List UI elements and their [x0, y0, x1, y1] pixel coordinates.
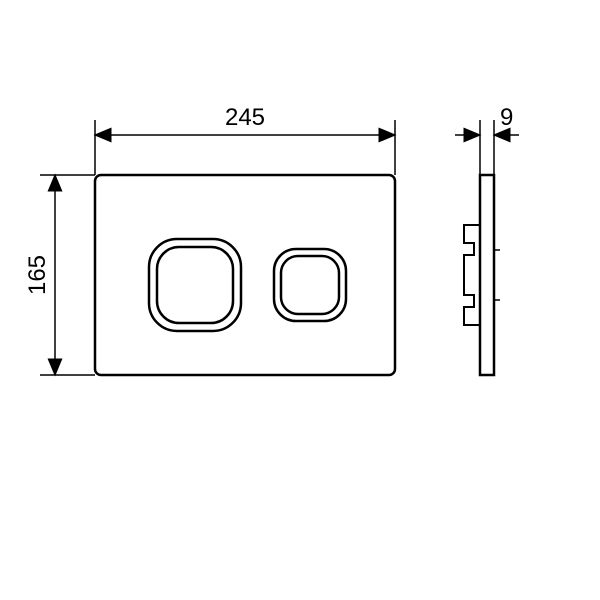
button-small: [274, 249, 346, 321]
side-view: [464, 175, 500, 375]
dim-depth-value: 9: [500, 104, 513, 131]
button-large: [149, 239, 241, 331]
dim-height: 165: [24, 175, 95, 375]
dim-width-value: 245: [225, 104, 265, 131]
front-view: [95, 175, 395, 375]
dim-width: 245: [95, 104, 395, 175]
dim-depth: 9: [455, 104, 519, 175]
plate-outline: [95, 175, 395, 375]
dim-height-value: 165: [24, 255, 51, 295]
